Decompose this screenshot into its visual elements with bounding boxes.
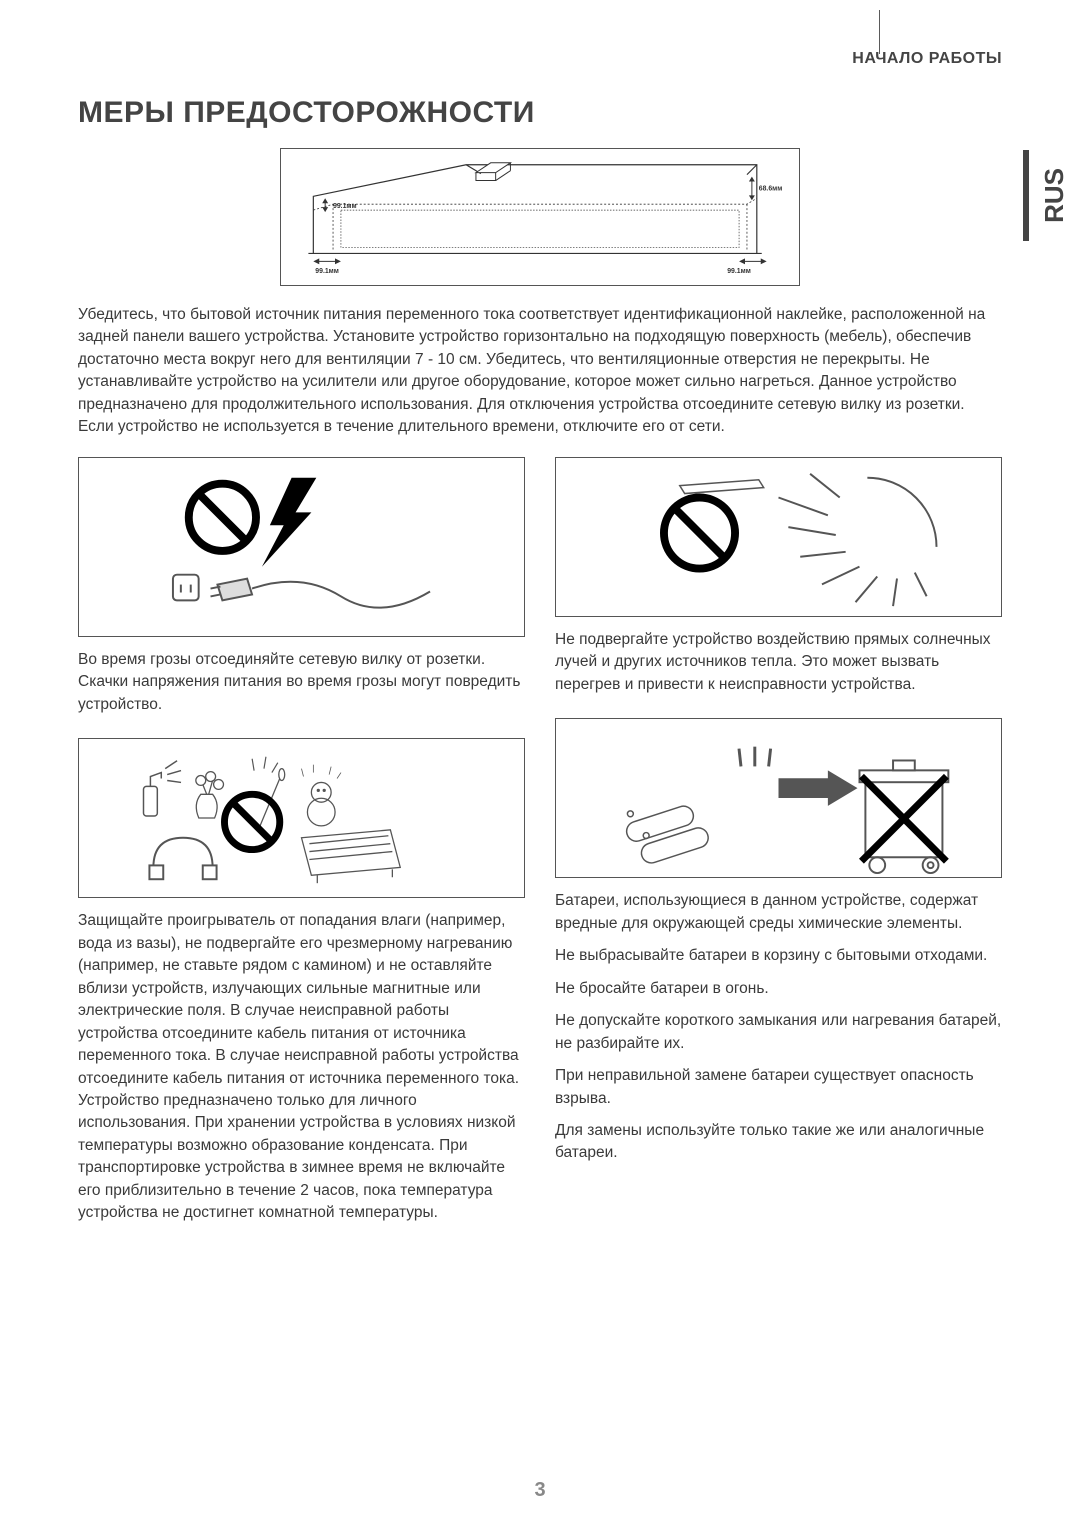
dim-left-bottom: 99.1мм bbox=[315, 268, 339, 275]
batteries-p2: Не выбрасывайте батареи в корзину с быто… bbox=[555, 945, 1002, 967]
left-column: Во время грозы отсоединяйте сетевую вилк… bbox=[78, 457, 525, 1247]
illustration-batteries bbox=[555, 718, 1002, 878]
batteries-p5: При неправильной замене батареи существу… bbox=[555, 1065, 1002, 1110]
batteries-p4: Не допускайте короткого замыкания или на… bbox=[555, 1010, 1002, 1055]
caption-batteries: Батареи, использующиеся в данном устройс… bbox=[555, 890, 1002, 1165]
section-header: НАЧАЛО РАБОТЫ bbox=[78, 50, 1002, 68]
two-column-layout: Во время грозы отсоединяйте сетевую вилк… bbox=[78, 457, 1002, 1247]
caption-hazards: Защищайте проигрыватель от попадания вла… bbox=[78, 910, 525, 1225]
clearance-diagram: 99.1мм 68.6мм 99.1мм 99.1мм bbox=[280, 148, 800, 286]
illustration-hazards bbox=[78, 738, 525, 898]
intro-paragraph: Убедитесь, что бытовой источник питания … bbox=[78, 304, 1002, 439]
dim-right-top: 68.6мм bbox=[759, 185, 783, 192]
right-column: Не подвергайте устройство воздействию пр… bbox=[555, 457, 1002, 1247]
caption-lightning: Во время грозы отсоединяйте сетевую вилк… bbox=[78, 649, 525, 716]
dim-right-bottom: 99.1мм bbox=[727, 268, 751, 275]
batteries-p3: Не бросайте батареи в огонь. bbox=[555, 978, 1002, 1000]
batteries-p1: Батареи, использующиеся в данном устройс… bbox=[555, 890, 1002, 935]
caption-sunlight: Не подвергайте устройство воздействию пр… bbox=[555, 629, 1002, 696]
page: НАЧАЛО РАБОТЫ МЕРЫ ПРЕДОСТОРОЖНОСТИ bbox=[0, 0, 1080, 1287]
page-number: 3 bbox=[0, 1479, 1080, 1502]
batteries-p6: Для замены используйте только такие же и… bbox=[555, 1120, 1002, 1165]
dim-left-top: 99.1мм bbox=[333, 203, 357, 210]
illustration-sunlight bbox=[555, 457, 1002, 617]
page-title: МЕРЫ ПРЕДОСТОРОЖНОСТИ bbox=[78, 96, 1002, 130]
illustration-lightning bbox=[78, 457, 525, 637]
